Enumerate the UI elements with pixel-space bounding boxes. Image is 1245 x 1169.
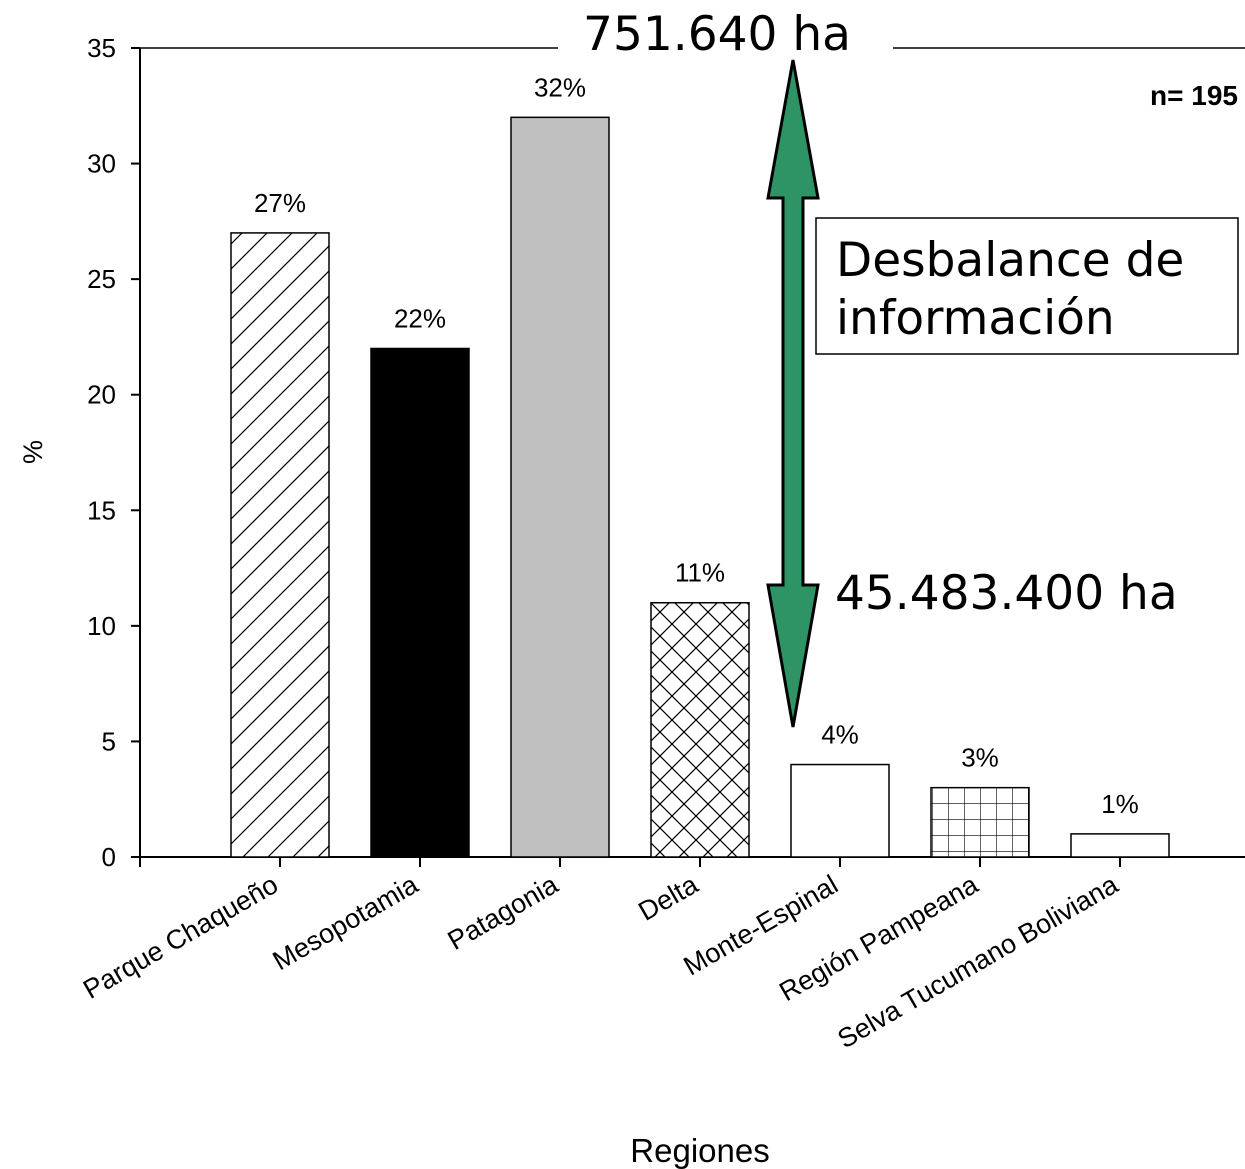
data-label: 27% bbox=[254, 188, 306, 218]
data-label: 32% bbox=[534, 72, 586, 102]
y-tick-label: 30 bbox=[87, 149, 116, 179]
y-tick-label: 25 bbox=[87, 264, 116, 294]
annotation-box-line2: información bbox=[836, 291, 1115, 346]
n-label: n= 195 bbox=[1150, 80, 1238, 111]
category-label: Parque Chaqueño bbox=[78, 869, 283, 1005]
y-axis-label: % bbox=[18, 440, 48, 464]
bar-5 bbox=[930, 786, 1030, 858]
top-value-label: 751.640 ha bbox=[583, 7, 851, 62]
bar-1 bbox=[370, 347, 470, 858]
data-label: 4% bbox=[821, 720, 859, 750]
data-label: 3% bbox=[961, 743, 999, 773]
category-label: Mesopotamia bbox=[268, 869, 424, 977]
y-ticks: 0 5 10 15 20 25 30 35 bbox=[87, 33, 140, 872]
bar-6 bbox=[1070, 833, 1170, 858]
bottom-value-label: 45.483.400 ha bbox=[835, 566, 1178, 621]
bar-4 bbox=[790, 763, 890, 858]
y-tick-label: 35 bbox=[87, 33, 116, 63]
y-tick-label: 10 bbox=[87, 611, 116, 641]
y-tick-label: 15 bbox=[87, 495, 116, 525]
y-tick-label: 5 bbox=[102, 726, 116, 756]
bar-0 bbox=[230, 232, 330, 858]
category-label: Patagonia bbox=[443, 869, 564, 956]
y-tick-label: 20 bbox=[87, 380, 116, 410]
double-arrow-icon bbox=[766, 59, 820, 728]
bars: 27% 22% 32% 11% 4% 3% 1% bbox=[230, 72, 1170, 858]
data-label: 1% bbox=[1101, 789, 1139, 819]
top-value-background bbox=[558, 6, 893, 58]
data-label: 11% bbox=[675, 558, 725, 588]
annotation-box bbox=[815, 217, 1239, 355]
annotation-box-line1: Desbalance de bbox=[836, 233, 1184, 288]
data-label: 22% bbox=[394, 303, 446, 333]
category-label: Delta bbox=[633, 869, 703, 927]
bar-3 bbox=[650, 601, 750, 858]
x-axis-label: Regiones bbox=[630, 1132, 769, 1169]
y-tick-label: 0 bbox=[102, 842, 116, 872]
bar-2 bbox=[510, 116, 610, 858]
